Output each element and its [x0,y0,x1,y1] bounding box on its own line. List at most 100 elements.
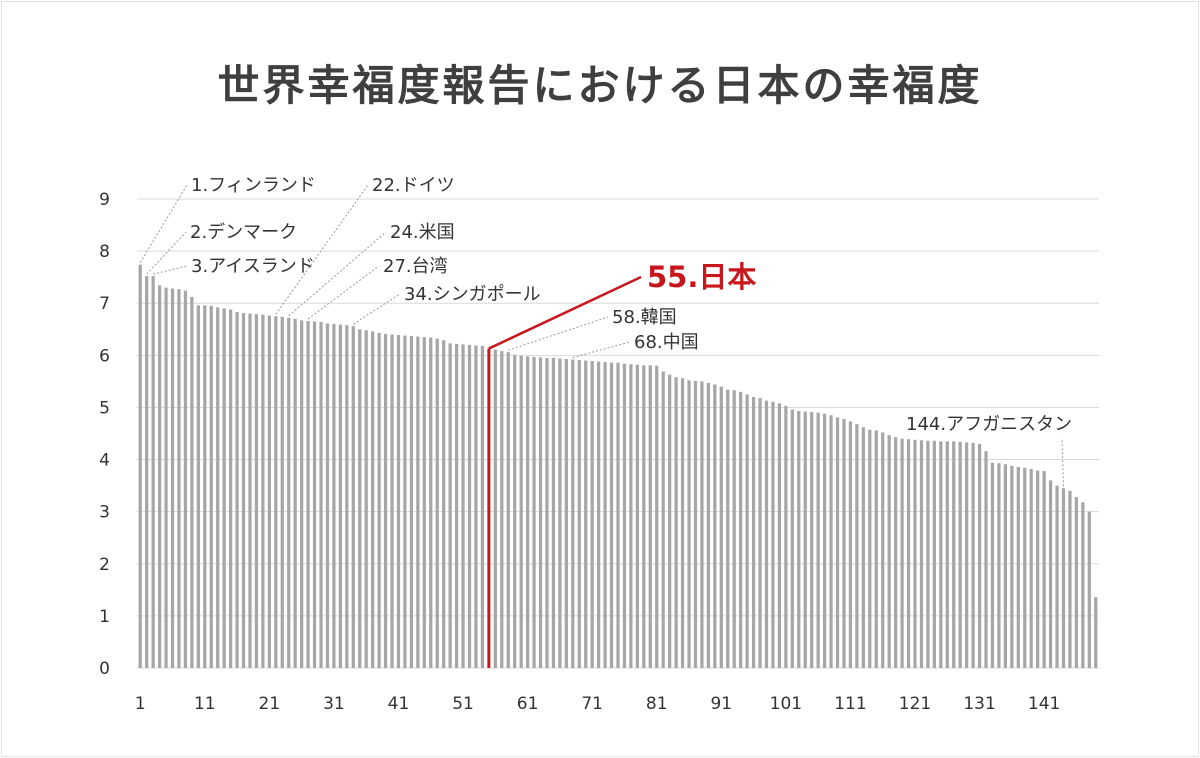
bar [609,362,614,668]
bar [932,440,936,668]
bar [790,409,794,668]
annotation-leader-highlight [488,275,642,350]
bar [881,432,885,668]
bar [874,430,878,668]
bar [894,437,898,668]
y-tick-label: 3 [99,503,110,523]
bar [1010,465,1014,668]
bar [919,440,924,668]
bar [984,451,988,668]
x-tick-label: 141 [1028,694,1060,714]
bar [597,361,601,668]
bar [157,285,162,668]
bar [216,307,220,668]
bar [1074,497,1079,668]
x-axis-ticks: 1 11 21 31 41 51 61 71 81 91 101 111 121 131 141 [135,694,1061,714]
y-tick-label: 8 [99,242,110,262]
bar [248,313,252,668]
bar [203,305,207,668]
bar [435,338,439,668]
bar [603,362,607,668]
bar [312,321,317,668]
bar [952,441,956,668]
bar [855,424,859,668]
bar [506,352,510,668]
bar [551,357,556,668]
bar [764,400,769,668]
bar [861,427,865,668]
bar [751,397,756,668]
bar [196,305,200,668]
bar [448,343,452,668]
annotation-leader [572,341,631,358]
highlight-group [487,348,491,668]
annotation-label: 27.台湾 [383,256,448,277]
bar [306,320,310,668]
bar [590,361,594,668]
bar [454,343,459,668]
y-tick-label: 7 [99,294,110,314]
bar [693,380,698,668]
bar [1081,502,1085,668]
annotation-label: 24.米国 [390,222,455,243]
x-tick-label: 101 [770,694,802,714]
annotation-leader [288,231,387,317]
bar [1061,488,1066,668]
x-tick-label: 111 [834,694,866,714]
bar [887,435,891,668]
bar [293,318,297,668]
bar [177,289,181,668]
annotation-leader [153,265,188,275]
bar [377,332,381,668]
y-tick-label: 5 [99,398,110,418]
bar [332,324,336,668]
bar [461,344,465,668]
x-tick-label: 61 [517,694,539,714]
bar [190,296,194,668]
bar [700,381,704,668]
y-tick-label: 9 [99,190,110,210]
bar [1023,467,1027,668]
bar [371,331,375,668]
bar [797,411,801,668]
bar [642,365,646,668]
annotation-label: 22.ドイツ [372,175,455,196]
annotation-leader [1061,437,1064,487]
bar [977,443,982,668]
bar [1029,468,1033,668]
bar [403,335,407,668]
bar [829,415,833,668]
bar [145,276,149,668]
annotation-label: 58.韓国 [612,307,677,328]
bar [493,349,497,668]
bar [1048,480,1053,668]
bar [687,380,691,668]
bar [287,317,291,668]
bar [254,314,259,668]
annotation-label: 2.デンマーク [190,222,297,243]
x-tick-label: 21 [259,694,281,714]
x-tick-label: 71 [581,694,603,714]
bar [719,386,723,668]
y-axis-ticks: 0 1 2 3 4 5 6 7 8 9 [99,190,110,679]
bar [325,323,330,668]
bar [151,276,155,668]
bar [274,316,278,668]
annotation-leader [275,184,369,315]
bar [990,462,995,668]
bar [1068,490,1072,668]
bar [338,324,342,668]
bar [577,360,581,668]
bar [822,413,827,668]
annotation-leader [353,293,401,325]
bar [971,442,975,668]
bar [842,418,846,668]
bar [564,358,568,668]
annotation-label: 1.フィンランド [191,175,316,196]
bar [784,405,788,668]
bar [958,441,962,668]
bar [558,358,562,668]
bar [1042,471,1046,668]
annotation-label: 68.中国 [634,332,699,353]
annotation-leader [139,184,188,263]
